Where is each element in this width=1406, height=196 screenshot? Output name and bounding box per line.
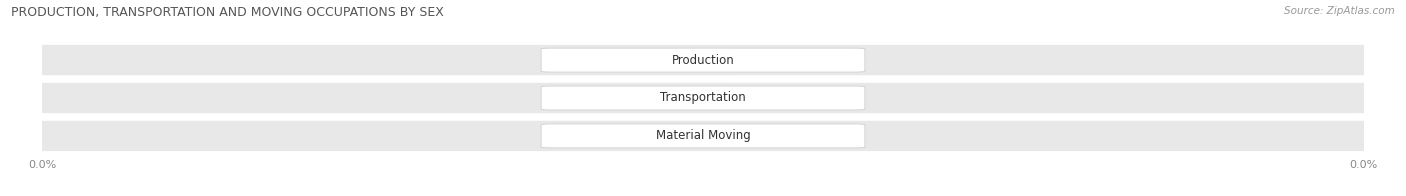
FancyBboxPatch shape <box>541 86 865 110</box>
Text: 0.0%: 0.0% <box>596 55 626 65</box>
Text: Source: ZipAtlas.com: Source: ZipAtlas.com <box>1284 6 1395 16</box>
FancyBboxPatch shape <box>22 45 1384 75</box>
FancyBboxPatch shape <box>541 86 681 110</box>
FancyBboxPatch shape <box>541 124 865 148</box>
Text: Material Moving: Material Moving <box>655 129 751 142</box>
Text: 0.0%: 0.0% <box>780 55 810 65</box>
Text: PRODUCTION, TRANSPORTATION AND MOVING OCCUPATIONS BY SEX: PRODUCTION, TRANSPORTATION AND MOVING OC… <box>11 6 444 19</box>
FancyBboxPatch shape <box>541 48 865 72</box>
FancyBboxPatch shape <box>541 48 681 72</box>
FancyBboxPatch shape <box>541 124 681 148</box>
Text: 0.0%: 0.0% <box>780 131 810 141</box>
FancyBboxPatch shape <box>725 124 865 148</box>
Text: Production: Production <box>672 54 734 67</box>
Text: 0.0%: 0.0% <box>596 93 626 103</box>
FancyBboxPatch shape <box>22 121 1384 151</box>
FancyBboxPatch shape <box>22 83 1384 113</box>
Text: 0.0%: 0.0% <box>596 131 626 141</box>
Text: Transportation: Transportation <box>661 92 745 104</box>
Text: 0.0%: 0.0% <box>780 93 810 103</box>
FancyBboxPatch shape <box>725 48 865 72</box>
FancyBboxPatch shape <box>725 86 865 110</box>
